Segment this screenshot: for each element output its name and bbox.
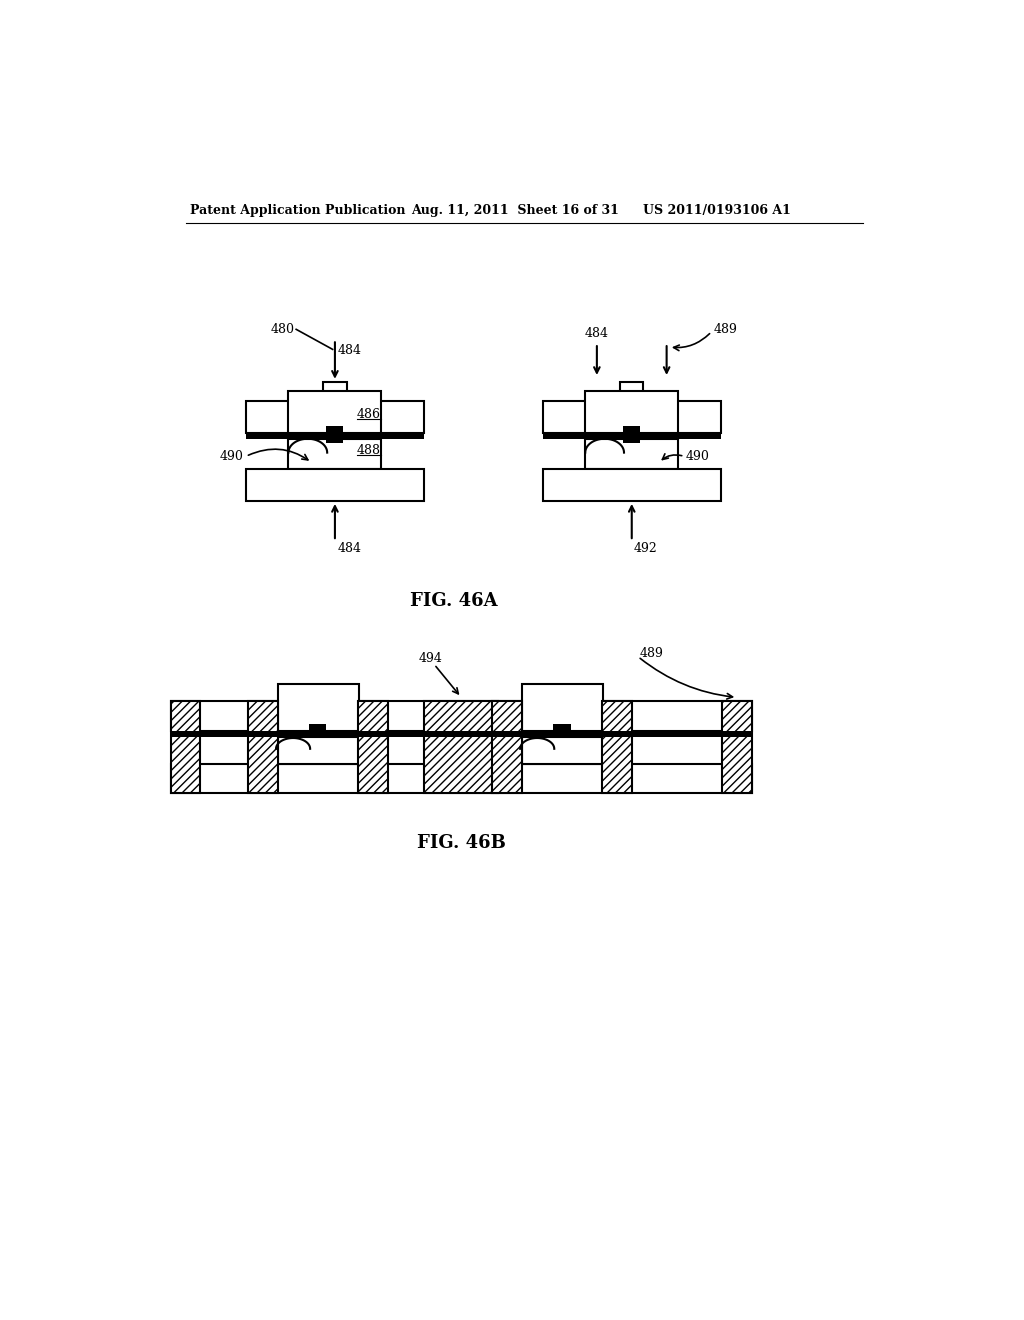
Bar <box>543 469 721 502</box>
Bar <box>621 381 643 401</box>
Bar <box>521 737 603 763</box>
Text: FIG. 46B: FIG. 46B <box>417 834 506 851</box>
Bar <box>246 469 424 502</box>
Bar <box>278 737 359 763</box>
Text: 490: 490 <box>219 450 244 463</box>
Bar <box>327 426 343 444</box>
Bar <box>278 684 359 730</box>
Text: 480: 480 <box>270 323 295 335</box>
Text: 486: 486 <box>356 408 381 421</box>
Bar <box>309 723 327 738</box>
Text: 488: 488 <box>356 445 381 458</box>
Bar <box>586 440 678 469</box>
Text: 484: 484 <box>585 327 609 341</box>
Text: 490: 490 <box>686 450 710 463</box>
Bar <box>722 701 752 793</box>
Bar <box>171 701 752 730</box>
Text: Aug. 11, 2011  Sheet 16 of 31: Aug. 11, 2011 Sheet 16 of 31 <box>411 205 618 218</box>
Bar <box>602 701 632 793</box>
Text: 494: 494 <box>419 652 442 665</box>
Bar <box>554 723 570 738</box>
Bar <box>586 391 678 433</box>
Bar <box>543 401 621 433</box>
Bar <box>624 426 640 444</box>
Text: 492: 492 <box>634 543 657 556</box>
Bar <box>171 730 752 737</box>
Bar <box>324 381 346 401</box>
Bar <box>248 701 278 793</box>
Text: 489: 489 <box>713 323 737 335</box>
Bar <box>358 701 388 793</box>
Bar <box>643 401 721 433</box>
Text: Patent Application Publication: Patent Application Publication <box>190 205 406 218</box>
Bar <box>246 433 424 440</box>
Bar <box>424 701 499 793</box>
Text: 484: 484 <box>337 543 361 556</box>
Bar <box>346 401 424 433</box>
Bar <box>521 684 603 730</box>
Bar <box>493 701 521 793</box>
Text: FIG. 46A: FIG. 46A <box>410 593 498 610</box>
Text: 489: 489 <box>640 647 664 660</box>
Text: US 2011/0193106 A1: US 2011/0193106 A1 <box>643 205 792 218</box>
Bar <box>289 391 381 433</box>
Bar <box>543 433 721 440</box>
Text: 484: 484 <box>337 345 361 358</box>
Bar <box>289 440 381 469</box>
Bar <box>171 763 752 793</box>
Bar <box>246 401 324 433</box>
Bar <box>171 701 200 793</box>
